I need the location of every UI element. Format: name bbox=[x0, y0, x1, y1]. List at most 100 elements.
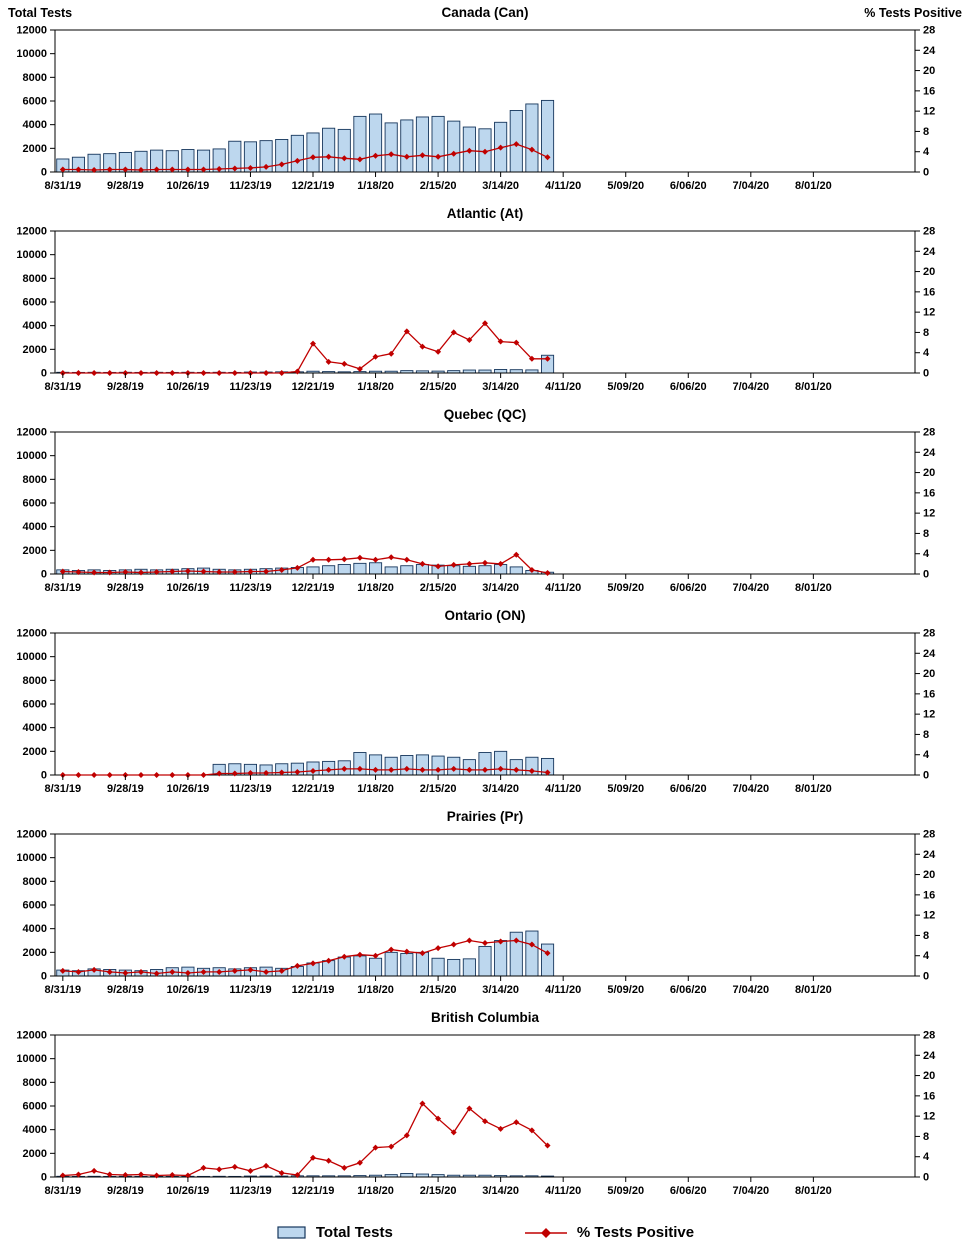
chart-panel-canada-can: Canada (Can) 0 2000 4000 6000 8000 10000 12000 0… bbox=[0, 0, 970, 201]
marker bbox=[278, 1169, 285, 1176]
marker bbox=[513, 937, 520, 944]
marker bbox=[231, 1163, 238, 1170]
tick-label: 20 bbox=[923, 65, 935, 77]
tick-label: 0 bbox=[41, 1172, 47, 1184]
marker bbox=[466, 337, 473, 344]
tick-label: 8/31/19 bbox=[44, 1185, 81, 1197]
charts: Canada (Can) 0 2000 4000 6000 8000 10000 12000 0… bbox=[0, 0, 970, 1206]
chart-title: Quebec (QC) bbox=[444, 407, 527, 422]
bar bbox=[400, 1172, 414, 1178]
y-axis-left: 0 2000 4000 6000 8000 10000 12000 bbox=[16, 25, 55, 179]
tick-label: 12000 bbox=[16, 427, 47, 439]
x-axis: 8/31/19 9/28/19 10/26/19 11/23/19 12/21/19 1/… bbox=[44, 373, 832, 393]
tick-label: 2000 bbox=[23, 143, 47, 155]
marker bbox=[528, 566, 535, 573]
marker bbox=[466, 937, 473, 944]
tick-label: 2/15/20 bbox=[420, 381, 457, 393]
bar bbox=[384, 122, 398, 173]
marker bbox=[184, 567, 191, 574]
marker bbox=[497, 338, 504, 345]
marker bbox=[403, 153, 410, 160]
tick-label: 8/01/20 bbox=[795, 984, 832, 996]
tick-label: 4 bbox=[923, 950, 930, 962]
marker bbox=[59, 166, 66, 173]
x-axis: 8/31/19 9/28/19 10/26/19 11/23/19 12/21/19 1/… bbox=[44, 1177, 832, 1197]
tick-label: 8000 bbox=[23, 72, 47, 84]
marker bbox=[544, 950, 551, 957]
tick-label: 28 bbox=[923, 226, 935, 238]
marker bbox=[528, 941, 535, 948]
bar bbox=[400, 755, 414, 776]
bars bbox=[56, 99, 555, 173]
tick-label: 6000 bbox=[23, 699, 47, 711]
marker bbox=[59, 1172, 66, 1179]
marker bbox=[528, 355, 535, 362]
tick-label: 12 bbox=[923, 1111, 935, 1123]
marker bbox=[294, 962, 301, 969]
marker bbox=[231, 770, 238, 777]
bar bbox=[462, 958, 476, 977]
marker bbox=[419, 766, 426, 773]
marker bbox=[466, 1105, 473, 1112]
tick-label: 10000 bbox=[16, 249, 47, 261]
marker bbox=[388, 946, 395, 953]
marker bbox=[544, 154, 551, 161]
tick-label: 0 bbox=[923, 167, 929, 179]
tick-label: 24 bbox=[923, 1050, 936, 1062]
tick-label: 12 bbox=[923, 508, 935, 520]
marker bbox=[153, 370, 160, 376]
tick-label: 10000 bbox=[16, 450, 47, 462]
tick-label: 28 bbox=[923, 427, 935, 439]
tick-label: 0 bbox=[923, 770, 929, 782]
tick-label: 4 bbox=[923, 347, 930, 359]
marker bbox=[372, 353, 379, 360]
tick-label: 7/04/20 bbox=[732, 582, 769, 594]
tick-label: 8 bbox=[923, 1131, 929, 1143]
marker bbox=[482, 148, 488, 155]
tick-label: 6/06/20 bbox=[670, 180, 707, 192]
tick-label: 16 bbox=[923, 688, 935, 700]
y-axis-left: 0 2000 4000 6000 8000 10000 12000 bbox=[16, 1030, 55, 1184]
marker bbox=[75, 370, 82, 376]
marker bbox=[263, 568, 270, 575]
chart-panel-quebec-qc: Quebec (QC) 0 2000 4000 6000 8000 10000 12000 0 4… bbox=[0, 402, 970, 603]
marker bbox=[75, 568, 82, 575]
tick-label: 2/15/20 bbox=[420, 582, 457, 594]
marker bbox=[403, 1132, 410, 1139]
marker bbox=[497, 144, 504, 151]
tick-label: 4000 bbox=[23, 923, 47, 935]
tick-label: 1/18/20 bbox=[357, 1185, 394, 1197]
bar bbox=[509, 566, 523, 575]
marker bbox=[91, 569, 98, 576]
tick-label: 6/06/20 bbox=[670, 381, 707, 393]
bar bbox=[306, 566, 320, 575]
tick-label: 4 bbox=[923, 1151, 930, 1163]
tick-label: 0 bbox=[41, 368, 47, 380]
legend-bar-swatch bbox=[277, 1226, 306, 1239]
marker bbox=[356, 156, 363, 163]
y-axis-left: 0 2000 4000 6000 8000 10000 12000 bbox=[16, 226, 55, 380]
tick-label: 12/21/19 bbox=[292, 984, 335, 996]
marker bbox=[513, 141, 520, 148]
plot-area bbox=[54, 431, 916, 575]
tick-label: 28 bbox=[923, 829, 935, 841]
tick-label: 4000 bbox=[23, 521, 47, 533]
marker bbox=[356, 951, 363, 958]
tick-label: 5/09/20 bbox=[607, 783, 644, 795]
marker bbox=[75, 968, 82, 975]
tick-label: 28 bbox=[923, 628, 935, 640]
chart-panel-british-columbia: British Columbia 0 2000 4000 6000 8000 10000 12… bbox=[0, 1005, 970, 1206]
bar bbox=[447, 958, 461, 977]
marker bbox=[388, 350, 395, 357]
marker bbox=[169, 370, 176, 376]
marker bbox=[169, 568, 176, 575]
tick-label: 10000 bbox=[16, 852, 47, 864]
line-series bbox=[59, 320, 551, 376]
tick-label: 4/11/20 bbox=[545, 984, 581, 996]
marker bbox=[341, 953, 348, 960]
tick-label: 9/28/19 bbox=[107, 1185, 144, 1197]
tick-label: 6/06/20 bbox=[670, 582, 707, 594]
marker bbox=[216, 968, 223, 975]
tick-label: 10/26/19 bbox=[166, 984, 209, 996]
tick-label: 16 bbox=[923, 889, 935, 901]
